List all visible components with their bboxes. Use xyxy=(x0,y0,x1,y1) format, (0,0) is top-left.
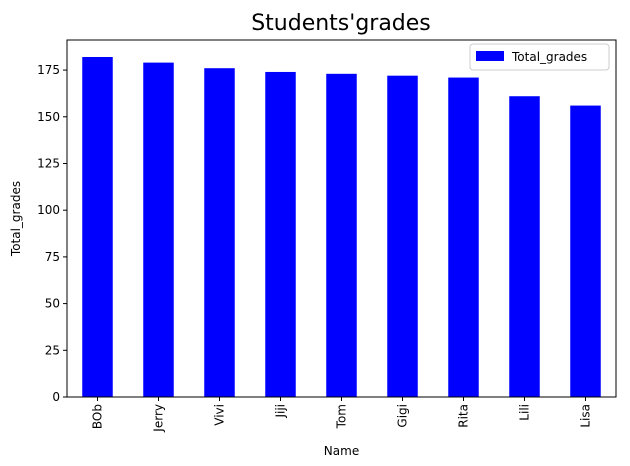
legend-label: Total_grades xyxy=(511,50,587,64)
x-tick-label: Lili xyxy=(518,404,532,421)
chart-title: Students'grades xyxy=(251,11,431,36)
x-tick-label: Jerry xyxy=(152,404,166,433)
y-axis-label: Total_grades xyxy=(9,181,23,257)
y-axis: 0 25 50 75 100 125 150 175 xyxy=(37,63,67,404)
bar-tom xyxy=(326,73,357,398)
y-tick-label: 150 xyxy=(37,110,60,124)
bar-lisa xyxy=(570,105,601,398)
x-tick-label: Rita xyxy=(457,404,471,428)
bar-vivi xyxy=(204,68,235,397)
bar-rita xyxy=(448,77,479,398)
y-tick-label: 125 xyxy=(37,156,60,170)
y-tick-label: 0 xyxy=(52,390,60,404)
legend-box xyxy=(469,43,610,71)
legend-swatch xyxy=(476,51,504,61)
y-tick-label: 25 xyxy=(45,343,60,357)
x-tick-label: Jiji xyxy=(274,404,288,419)
y-tick-label: 175 xyxy=(37,63,60,77)
x-tick-label: Vivi xyxy=(213,404,227,426)
x-axis: BOb Jerry Vivi Jiji Tom Gigi Rita Lili Lisa xyxy=(91,397,593,433)
bar-jerry xyxy=(143,62,174,397)
plot-frame xyxy=(66,39,617,398)
x-tick-label: BOb xyxy=(91,404,105,429)
x-axis-label: Name xyxy=(324,444,359,458)
x-tick-label: Tom xyxy=(335,404,349,429)
y-tick-label: 75 xyxy=(45,250,60,264)
y-tick-label: 50 xyxy=(45,297,60,311)
bars-layer xyxy=(82,57,601,398)
bar-gigi xyxy=(387,75,418,397)
x-tick-label: Gigi xyxy=(396,404,410,428)
y-tick-label: 100 xyxy=(37,203,60,217)
bar-lili xyxy=(509,96,540,397)
bar-bob xyxy=(82,57,113,397)
x-tick-label: Lisa xyxy=(579,404,593,428)
legend: Total_grades xyxy=(469,43,610,71)
bar-jiji xyxy=(265,71,296,397)
